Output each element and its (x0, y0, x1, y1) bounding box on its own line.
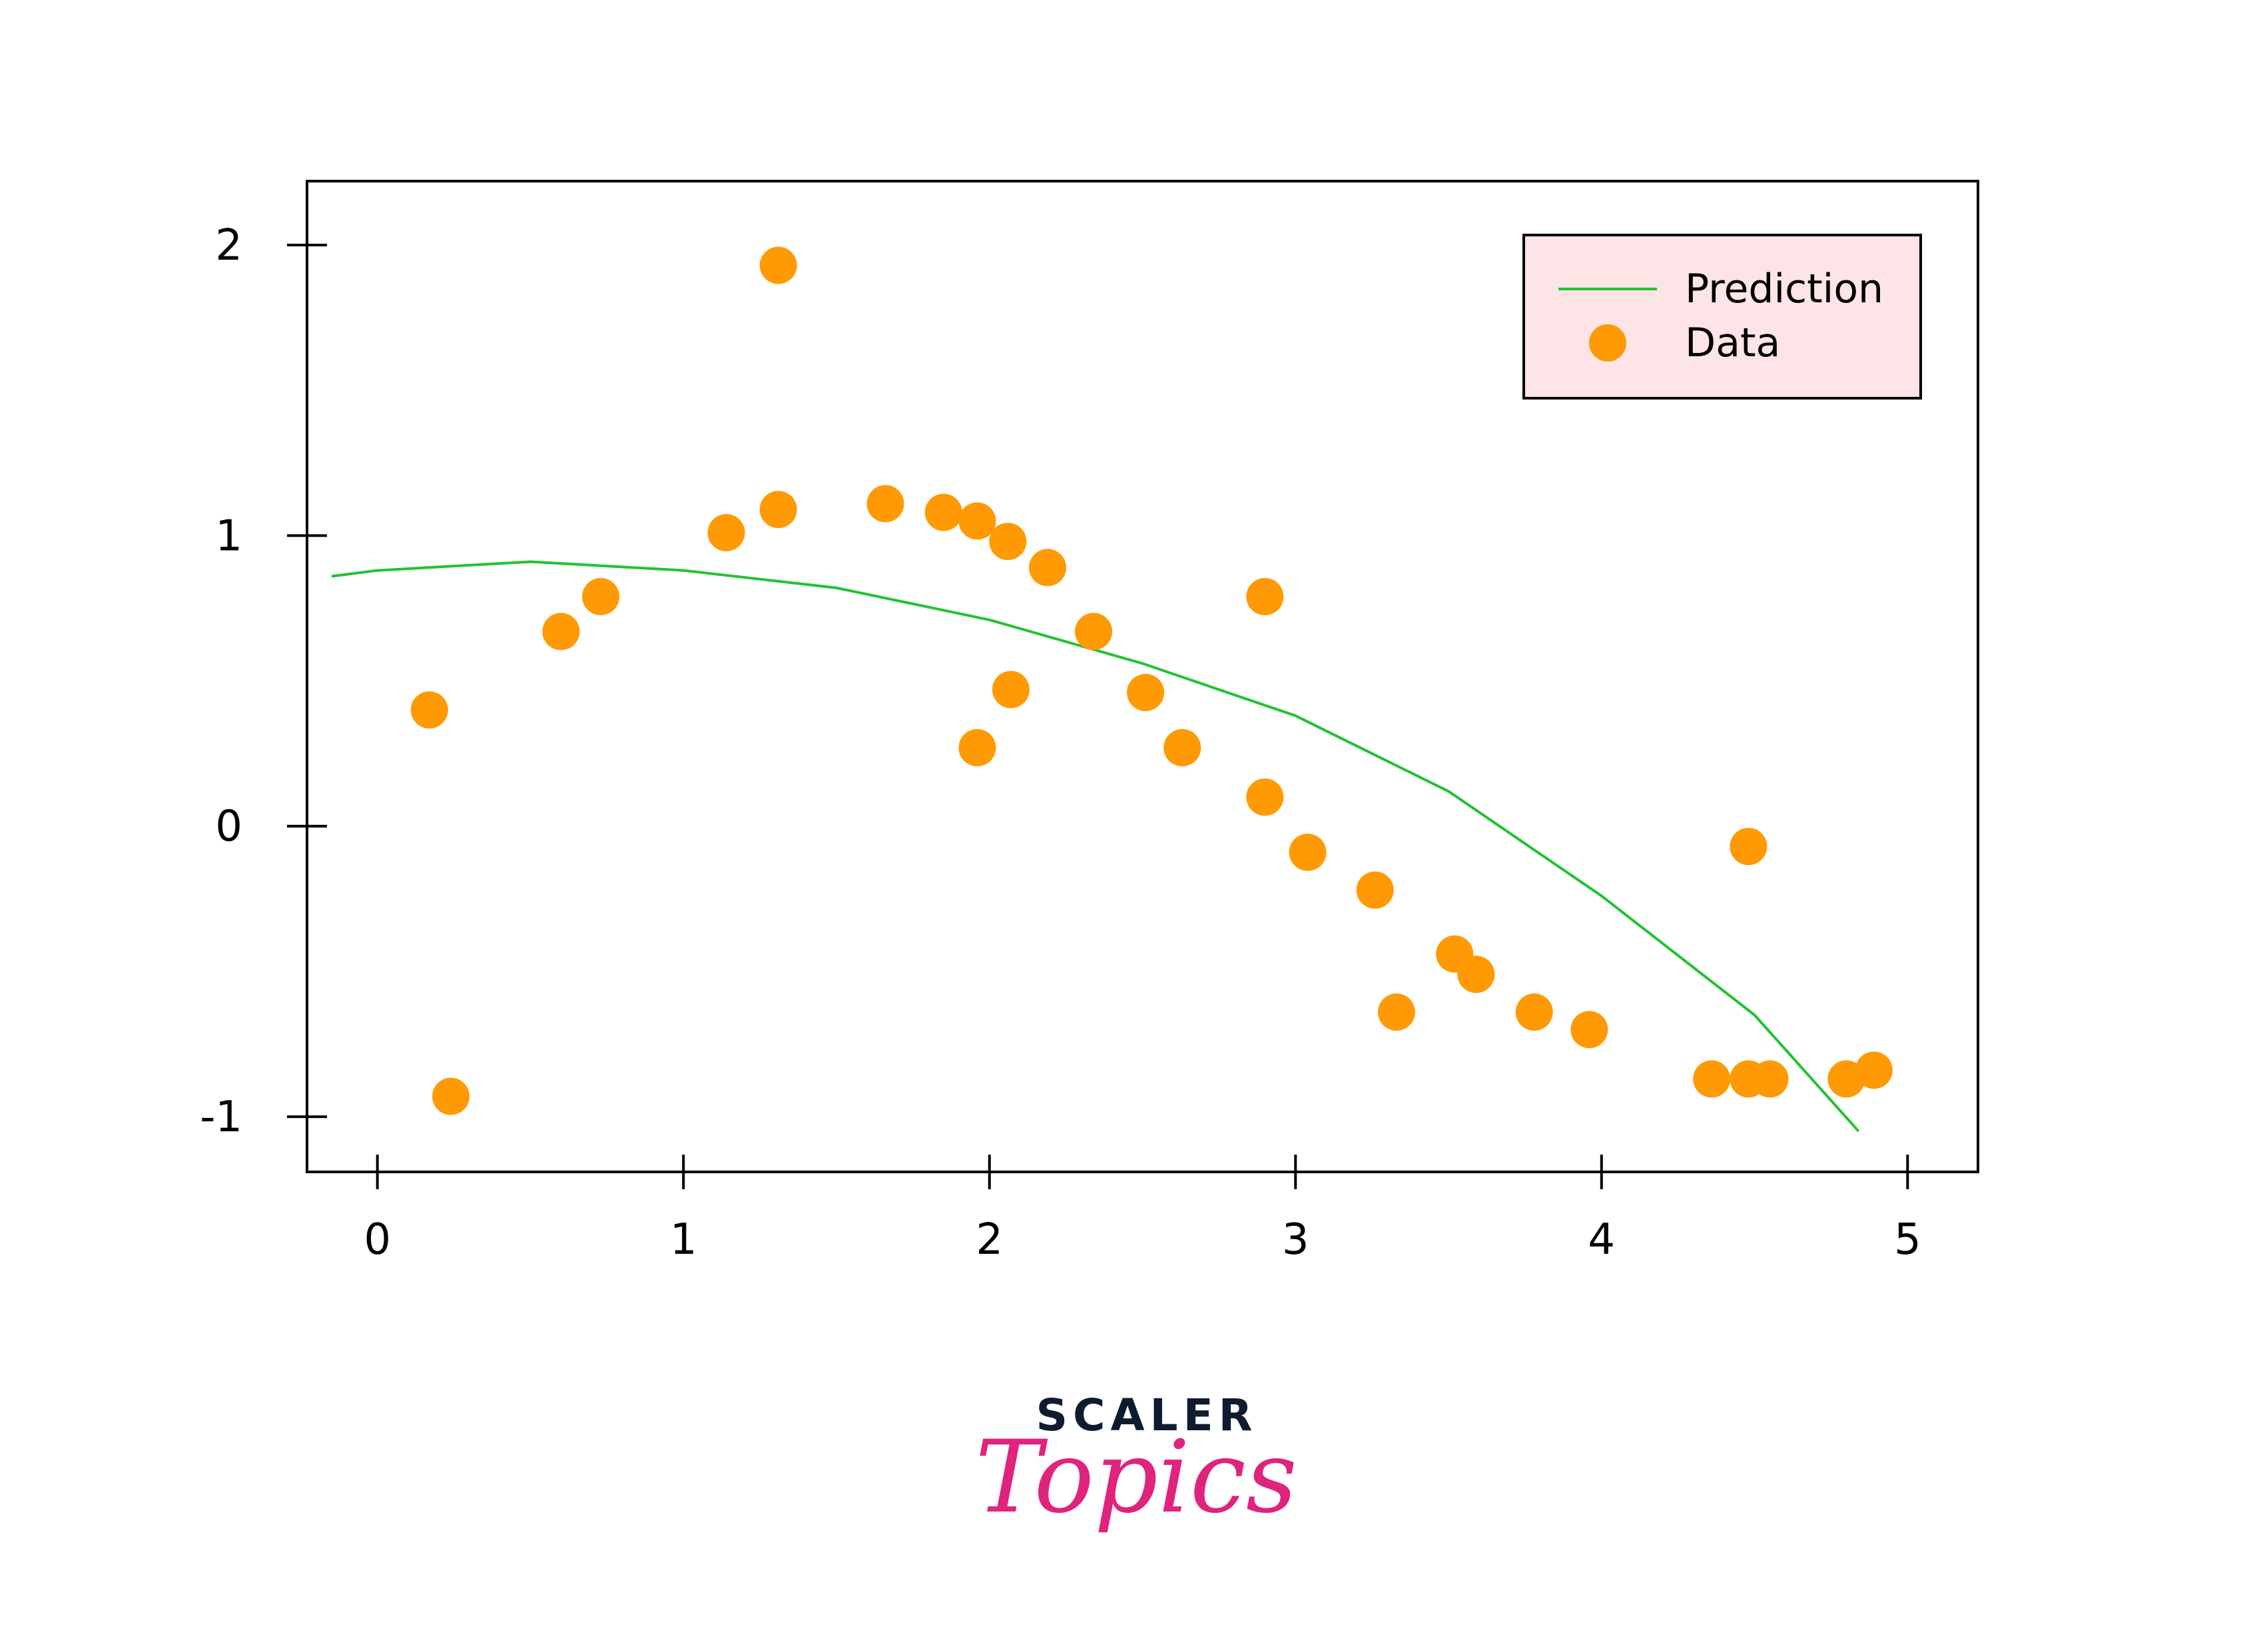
legend-data-label: Data (1685, 320, 1780, 366)
data-point (1730, 828, 1768, 866)
legend-prediction-label: Prediction (1685, 266, 1883, 312)
y-tick-label: 1 (215, 511, 242, 561)
x-tick-label: 5 (1894, 1215, 1921, 1264)
x-axis: 0 1 2 3 4 5 (364, 1155, 1921, 1264)
data-point (1570, 1011, 1608, 1049)
x-tick-label: 4 (1588, 1215, 1615, 1264)
data-point (992, 671, 1030, 708)
data-point (1457, 956, 1495, 993)
data-point (759, 491, 797, 529)
data-point (1289, 834, 1327, 871)
data-point (1693, 1060, 1731, 1098)
x-tick-label: 1 (670, 1215, 697, 1264)
data-point (432, 1077, 470, 1115)
data-point (1246, 778, 1284, 816)
x-tick-label: 3 (1282, 1215, 1309, 1264)
data-point (410, 691, 448, 729)
legend-box (1522, 234, 1922, 400)
logo-scaler-text: SCALER (1036, 1390, 1257, 1441)
y-tick-label: -1 (200, 1093, 242, 1142)
data-point (1377, 993, 1415, 1031)
data-point (1029, 549, 1066, 587)
data-point (958, 728, 996, 766)
data-point (1127, 674, 1165, 711)
x-tick-label: 2 (976, 1215, 1003, 1264)
data-point (924, 493, 962, 531)
prediction-line (331, 560, 1860, 1133)
plot-frame (306, 180, 1979, 1173)
data-point (958, 502, 996, 540)
y-axis: -1 0 1 2 (200, 221, 327, 1142)
x-tick-label: 0 (364, 1215, 391, 1264)
data-point (1356, 871, 1394, 909)
data-point (582, 578, 620, 615)
data-point (866, 485, 904, 523)
data-point (1246, 578, 1284, 615)
data-point (989, 523, 1027, 561)
data-point (1515, 993, 1553, 1031)
y-tick-label: 0 (215, 802, 242, 852)
data-point (542, 613, 580, 651)
data-point (707, 514, 745, 551)
legend: Prediction Data (1522, 234, 1922, 400)
legend-data-swatch (1589, 324, 1626, 362)
data-point (1075, 613, 1112, 651)
data-point (759, 246, 797, 284)
y-tick-label: 2 (215, 221, 242, 270)
scaler-topics-logo: SCALER Topics (975, 1390, 1297, 1535)
logo-topics-text: Topics (975, 1420, 1297, 1535)
data-point (1855, 1051, 1893, 1089)
data-point (1163, 728, 1201, 766)
data-point (1751, 1060, 1789, 1098)
series-layer (331, 246, 1893, 1133)
